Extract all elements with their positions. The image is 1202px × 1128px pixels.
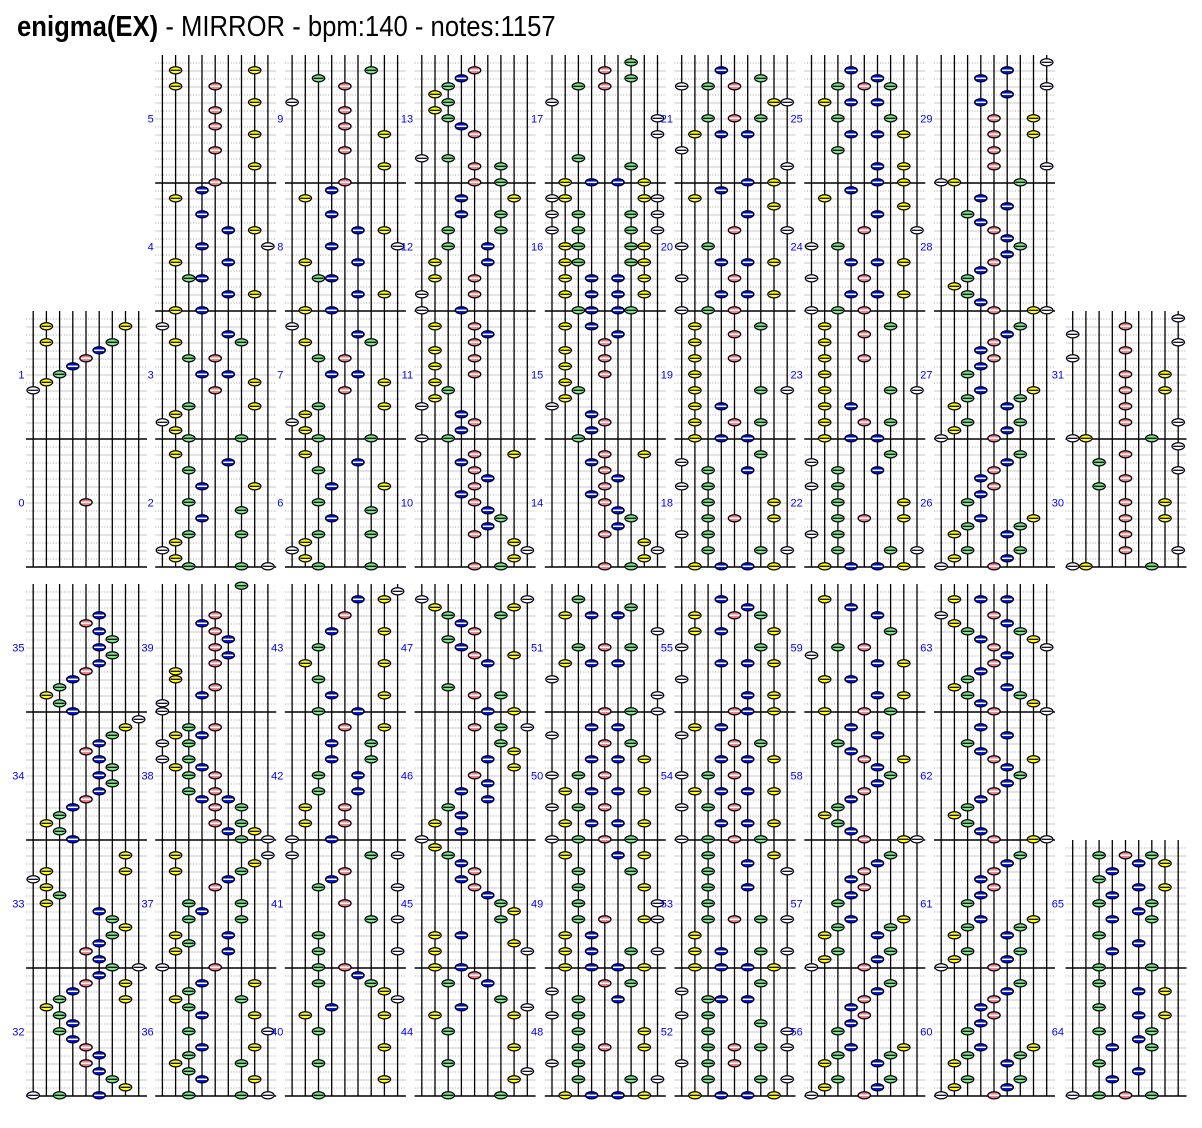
svg-text:53: 53	[661, 899, 673, 911]
svg-text:52: 52	[661, 1027, 673, 1039]
svg-text:13: 13	[401, 114, 413, 126]
svg-text:35: 35	[12, 643, 24, 655]
svg-text:22: 22	[791, 498, 803, 510]
svg-text:50: 50	[531, 771, 543, 783]
svg-text:5: 5	[148, 114, 154, 126]
svg-text:45: 45	[401, 899, 413, 911]
svg-text:49: 49	[531, 899, 543, 911]
svg-text:1: 1	[18, 370, 24, 382]
svg-text:55: 55	[661, 643, 673, 655]
svg-text:11: 11	[402, 370, 413, 382]
svg-text:60: 60	[920, 1027, 932, 1039]
svg-text:65: 65	[1052, 899, 1064, 911]
svg-text:19: 19	[661, 370, 673, 382]
svg-text:18: 18	[661, 498, 673, 510]
svg-text:54: 54	[661, 771, 673, 783]
svg-text:32: 32	[12, 1027, 24, 1039]
svg-text:51: 51	[531, 643, 543, 655]
svg-text:43: 43	[271, 643, 283, 655]
svg-text:26: 26	[920, 498, 932, 510]
svg-text:39: 39	[141, 643, 153, 655]
svg-text:38: 38	[141, 771, 153, 783]
svg-text:6: 6	[277, 498, 283, 510]
svg-text:46: 46	[401, 771, 413, 783]
svg-text:42: 42	[271, 771, 283, 783]
svg-text:47: 47	[401, 643, 413, 655]
svg-text:8: 8	[277, 242, 283, 254]
svg-text:31: 31	[1052, 370, 1064, 382]
svg-text:41: 41	[271, 899, 283, 911]
svg-text:30: 30	[1052, 498, 1064, 510]
svg-text:40: 40	[271, 1027, 283, 1039]
svg-text:16: 16	[531, 242, 543, 254]
svg-text:21: 21	[661, 114, 673, 126]
svg-text:15: 15	[531, 370, 543, 382]
svg-text:29: 29	[920, 114, 932, 126]
svg-text:27: 27	[920, 370, 932, 382]
svg-text:62: 62	[920, 771, 932, 783]
svg-text:37: 37	[141, 899, 153, 911]
svg-text:12: 12	[401, 242, 413, 254]
svg-text:4: 4	[148, 242, 154, 254]
svg-text:63: 63	[920, 643, 932, 655]
svg-text:56: 56	[791, 1027, 803, 1039]
svg-text:20: 20	[661, 242, 673, 254]
svg-text:10: 10	[401, 498, 413, 510]
svg-text:34: 34	[12, 771, 24, 783]
svg-text:14: 14	[531, 498, 543, 510]
svg-text:24: 24	[791, 242, 803, 254]
svg-text:2: 2	[148, 498, 154, 510]
svg-text:0: 0	[18, 498, 24, 510]
svg-text:58: 58	[791, 771, 803, 783]
svg-text:36: 36	[141, 1027, 153, 1039]
svg-text:17: 17	[531, 114, 543, 126]
svg-text:28: 28	[920, 242, 932, 254]
svg-text:3: 3	[148, 370, 154, 382]
svg-text:23: 23	[791, 370, 803, 382]
svg-text:64: 64	[1052, 1027, 1064, 1039]
svg-text:33: 33	[12, 899, 24, 911]
svg-text:9: 9	[277, 114, 283, 126]
svg-text:57: 57	[791, 899, 803, 911]
svg-text:61: 61	[920, 899, 932, 911]
svg-text:59: 59	[791, 643, 803, 655]
svg-text:44: 44	[401, 1027, 413, 1039]
svg-text:7: 7	[277, 370, 283, 382]
svg-text:25: 25	[791, 114, 803, 126]
svg-text:48: 48	[531, 1027, 543, 1039]
